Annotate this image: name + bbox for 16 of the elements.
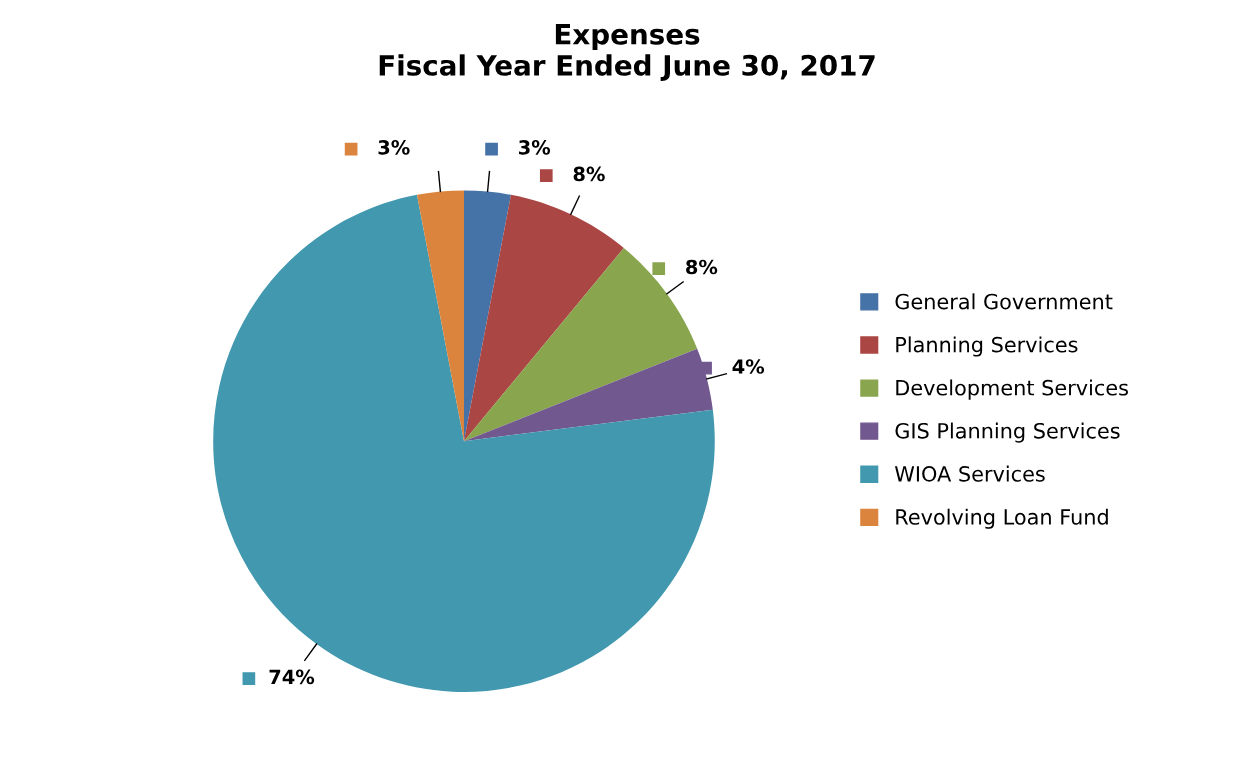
pie-slice [463,348,713,442]
data-label: 3% [378,139,410,155]
legend-label: WIOA Services [894,465,1045,482]
legend-label: Revolving Loan Fund [896,508,1108,529]
data-label: 3% [519,139,551,155]
legend-label: Development Services [896,379,1128,400]
pie-slice [463,194,624,442]
data-label: 8% [686,259,718,275]
data-label: 4% [732,359,765,374]
chart-title: Expenses Fiscal Year Ended June 30, 2017 [379,24,875,81]
legend-label: General Government [895,293,1113,310]
legend-label: Planning Services [896,336,1078,357]
pie-slice [416,190,464,442]
legend-label: GIS Planning Services [895,422,1120,443]
data-label: 74% [269,669,315,685]
data-label: 8% [573,166,605,182]
